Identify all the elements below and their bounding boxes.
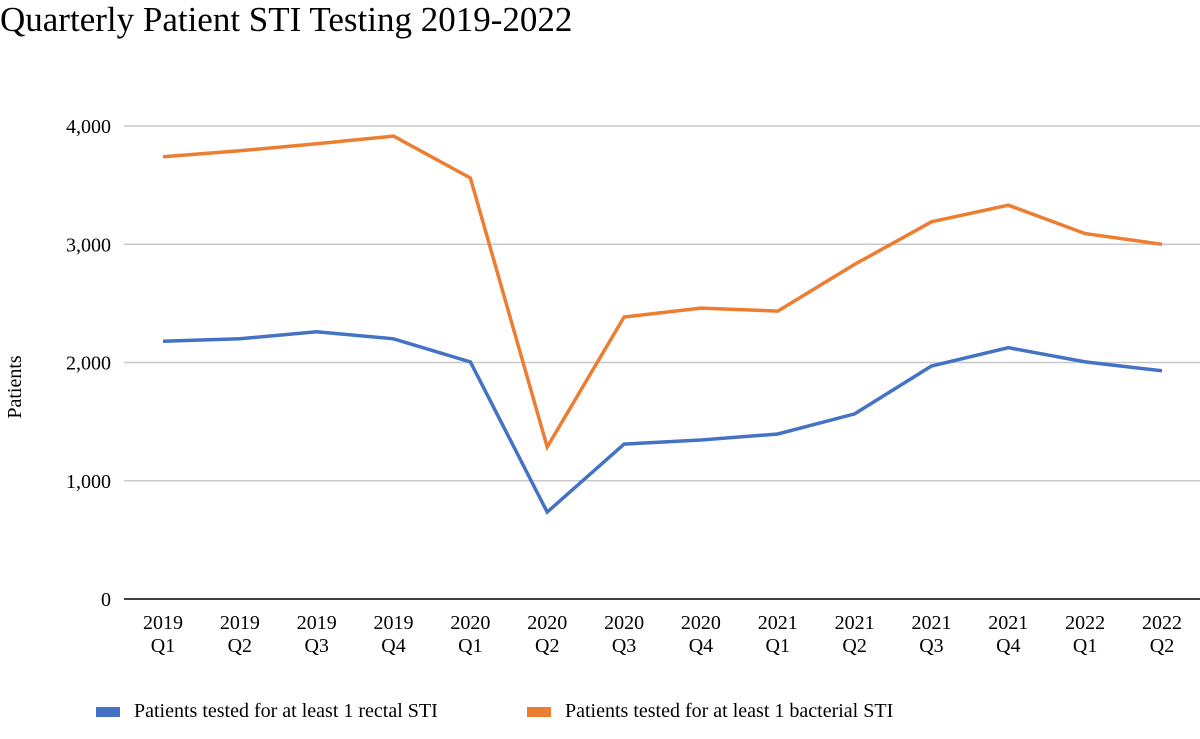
legend-swatch-rectal [96,706,120,717]
legend-label-rectal: Patients tested for at least 1 rectal ST… [134,700,438,722]
x-tick-label: 2020 Q2 [527,612,567,657]
y-axis-ticks: 0 1,000 2,000 3,000 4,000 [66,116,111,611]
legend-item-rectal: Patients tested for at least 1 rectal ST… [96,700,438,723]
legend-item-bacterial: Patients tested for at least 1 bacterial… [527,700,893,723]
x-tick-label: 2022 Q2 [1142,612,1182,657]
x-tick-label: 2021 Q1 [758,612,798,657]
y-tick-label: 3,000 [66,234,111,256]
y-tick-label: 1,000 [66,471,111,493]
chart-title: Quarterly Patient STI Testing 2019-2022 [0,0,573,39]
x-axis-ticks: 2019 Q1 2019 Q2 2019 Q3 2019 Q4 2020 Q1 2020 Q2 2020… [143,612,1182,657]
series-line-rectal [162,330,1163,515]
x-tick-label: 2019 Q4 [374,612,414,657]
y-tick-label: 2,000 [66,353,111,375]
x-tick-label: 2019 Q3 [297,612,337,657]
series-lines [162,134,1163,515]
x-tick-label: 2021 Q3 [911,612,951,657]
x-tick-label: 2019 Q1 [143,612,183,657]
y-axis-label: Patients [4,355,26,419]
x-tick-label: 2022 Q1 [1065,612,1105,657]
x-tick-label: 2019 Q2 [220,612,260,657]
legend-label-bacterial: Patients tested for at least 1 bacterial… [565,700,894,722]
x-tick-label: 2020 Q4 [681,612,721,657]
series-line-bacterial [162,134,1163,452]
x-tick-label: 2020 Q3 [604,612,644,657]
gridlines [124,125,1200,600]
x-tick-label: 2020 Q1 [450,612,490,657]
legend: Patients tested for at least 1 rectal ST… [0,700,1200,730]
y-tick-label: 4,000 [66,116,111,138]
y-tick-label: 0 [101,589,111,611]
x-tick-label: 2021 Q4 [988,612,1028,657]
x-tick-label: 2021 Q2 [835,612,875,657]
legend-swatch-bacterial [527,706,551,717]
